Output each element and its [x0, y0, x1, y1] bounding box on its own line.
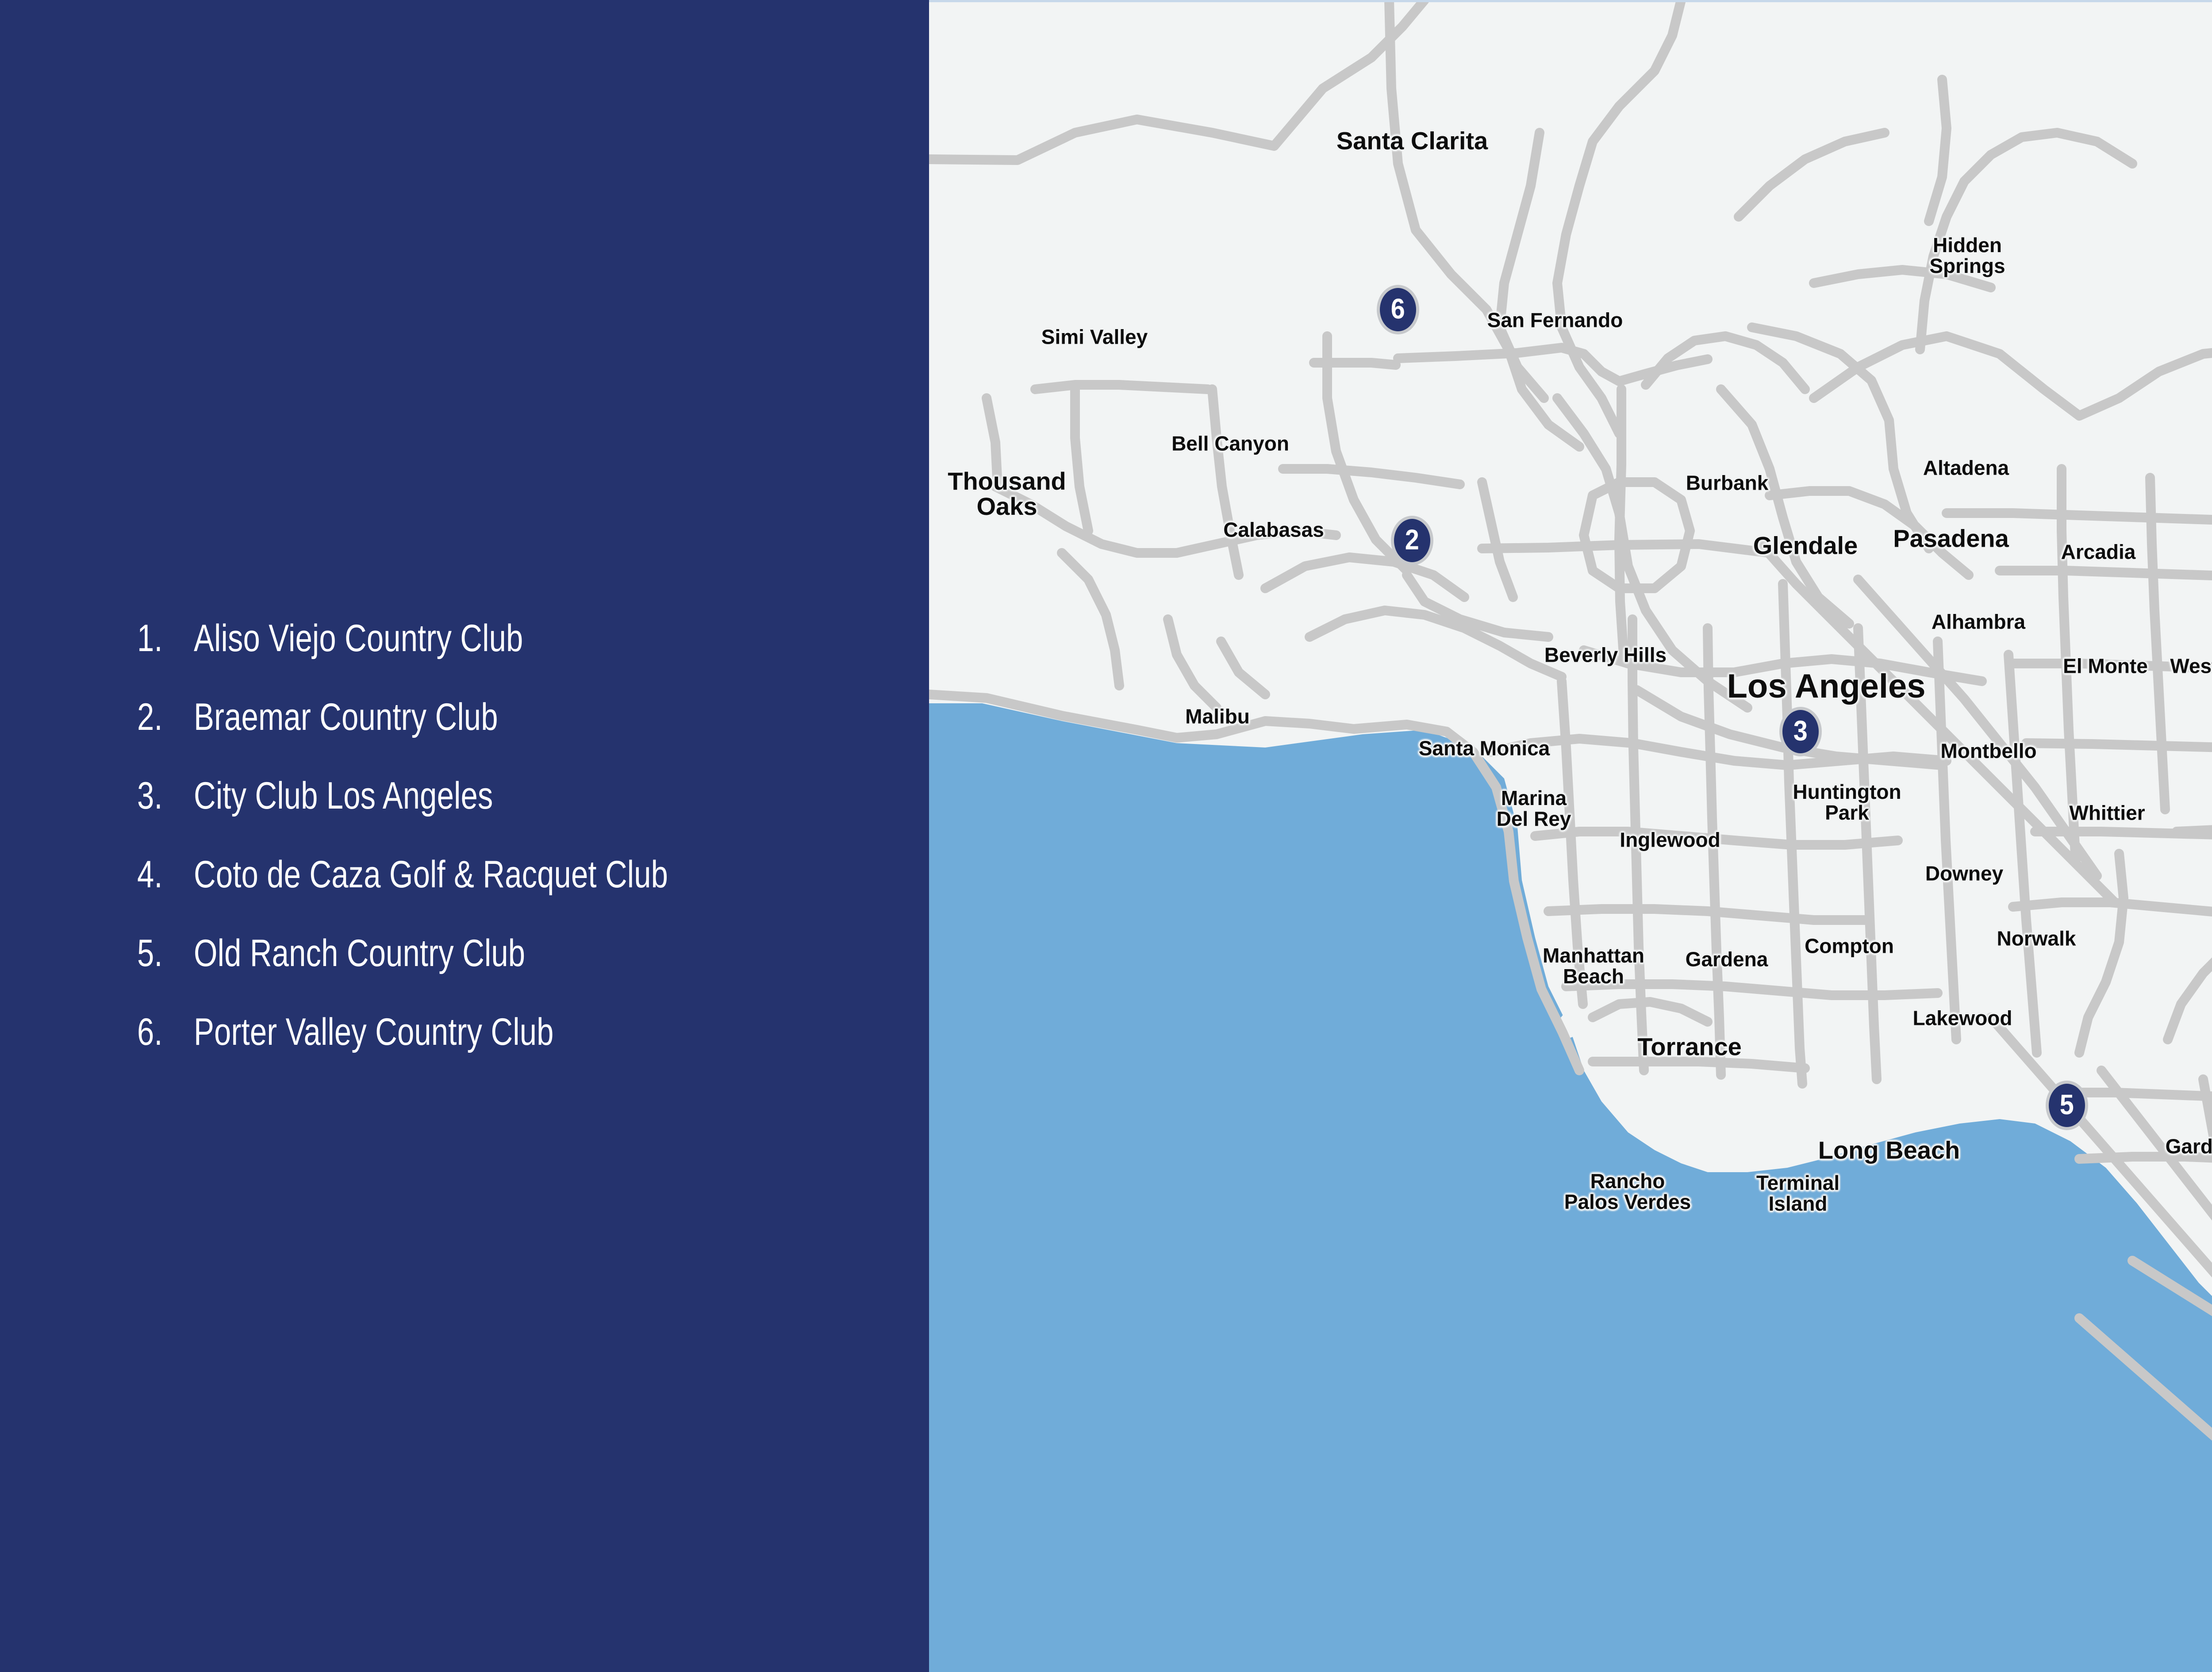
- club-list-number: 6.: [137, 1011, 163, 1053]
- club-list-item[interactable]: 2. Braemar Country Club: [137, 698, 753, 736]
- club-list-item[interactable]: 4. Coto de Caza Golf & Racquet Club: [137, 855, 753, 894]
- club-list-sidebar: 1. Aliso Viejo Country Club 2. Braemar Coun…: [0, 0, 929, 1672]
- map-marker-number: 2: [1405, 524, 1420, 556]
- club-list-number: 2.: [137, 696, 163, 738]
- map-marker-6[interactable]: 6: [1377, 285, 1419, 334]
- club-list-label: Aliso Viejo Country Club: [194, 617, 523, 660]
- club-list-number: 1.: [137, 617, 163, 660]
- map-canvas[interactable]: Santa ClaritaParadiseSpringsWrightwoodHi…: [929, 0, 2212, 1672]
- ocean-water: [929, 703, 2212, 1672]
- map-marker-5[interactable]: 5: [2046, 1081, 2088, 1130]
- road-network: [929, 0, 2212, 1441]
- club-list-number: 3.: [137, 775, 163, 817]
- club-list-label: Coto de Caza Golf & Racquet Club: [194, 853, 668, 896]
- map-marker-number: 5: [2059, 1089, 2074, 1120]
- map-marker-number: 3: [1793, 715, 1808, 747]
- club-list-item[interactable]: 5. Old Ranch Country Club: [137, 934, 753, 972]
- club-list-label: Braemar Country Club: [194, 696, 498, 738]
- club-list: 1. Aliso Viejo Country Club 2. Braemar Coun…: [137, 619, 907, 1092]
- map-geometry: [929, 0, 2212, 1672]
- map-marker-number: 6: [1390, 293, 1406, 325]
- club-list-label: Porter Valley Country Club: [194, 1011, 554, 1053]
- club-list-number: 4.: [137, 853, 163, 896]
- map-top-border: [929, 0, 2212, 2]
- map-marker-2[interactable]: 2: [1391, 516, 1433, 565]
- club-list-label: Old Ranch Country Club: [194, 932, 526, 974]
- club-list-item[interactable]: 3. City Club Los Angeles: [137, 777, 753, 815]
- club-list-number: 5.: [137, 932, 163, 974]
- club-list-item[interactable]: 6. Porter Valley Country Club: [137, 1013, 753, 1051]
- map-marker-3[interactable]: 3: [1779, 707, 1822, 756]
- club-list-item[interactable]: 1. Aliso Viejo Country Club: [137, 619, 753, 657]
- club-list-label: City Club Los Angeles: [194, 775, 493, 817]
